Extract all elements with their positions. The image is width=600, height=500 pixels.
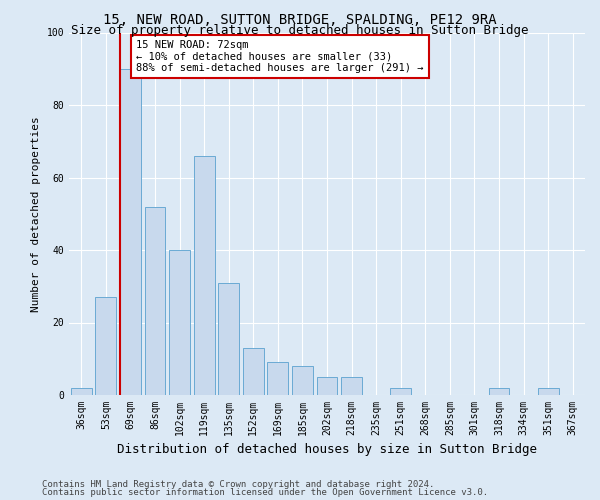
Bar [71,388,92,395]
Text: 15, NEW ROAD, SUTTON BRIDGE, SPALDING, PE12 9RA: 15, NEW ROAD, SUTTON BRIDGE, SPALDING, P… [103,12,497,26]
Text: 15 NEW ROAD: 72sqm
← 10% of detached houses are smaller (33)
88% of semi-detache: 15 NEW ROAD: 72sqm ← 10% of detached hou… [136,40,424,73]
X-axis label: Distribution of detached houses by size in Sutton Bridge: Distribution of detached houses by size … [117,444,537,456]
Bar [538,388,559,395]
Text: Contains public sector information licensed under the Open Government Licence v3: Contains public sector information licen… [42,488,488,497]
Bar [390,388,411,395]
Bar [194,156,215,395]
Bar [120,68,141,395]
Text: Contains HM Land Registry data © Crown copyright and database right 2024.: Contains HM Land Registry data © Crown c… [42,480,434,489]
Bar [243,348,264,395]
Bar [145,206,166,395]
Bar [341,377,362,395]
Bar [95,297,116,395]
Bar [317,377,337,395]
Bar [488,388,509,395]
Bar [292,366,313,395]
Bar [268,362,289,395]
Y-axis label: Number of detached properties: Number of detached properties [31,116,41,312]
Text: Size of property relative to detached houses in Sutton Bridge: Size of property relative to detached ho… [71,24,529,37]
Bar [218,282,239,395]
Bar [169,250,190,395]
